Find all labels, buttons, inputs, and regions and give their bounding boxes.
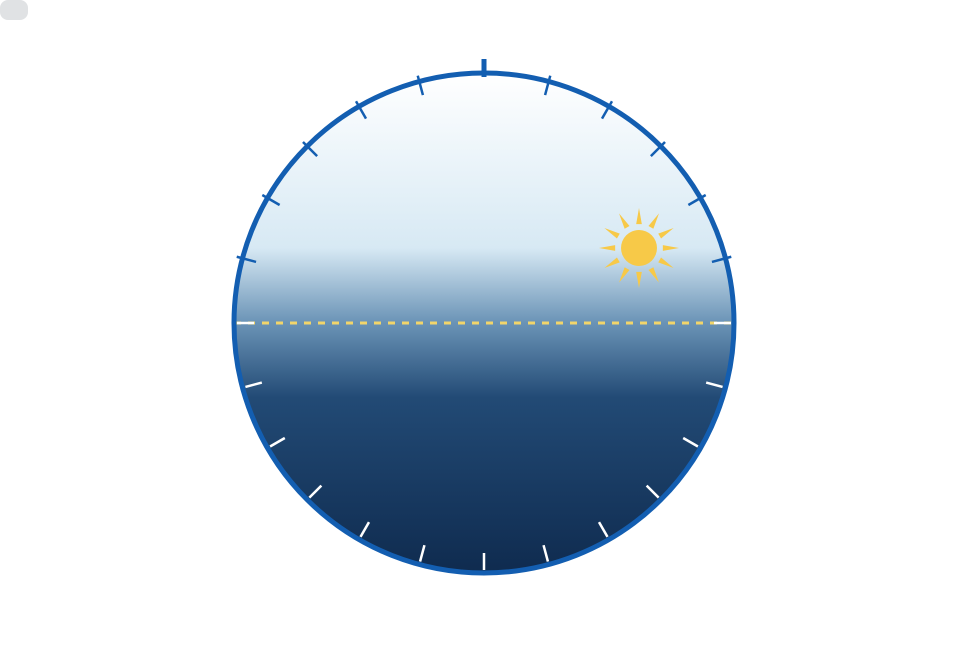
center-box — [0, 0, 28, 20]
circadian-diagram: { "layout": { "cx": 484, "cy": 323, "r":… — [0, 0, 968, 647]
clock-svg — [0, 0, 968, 647]
